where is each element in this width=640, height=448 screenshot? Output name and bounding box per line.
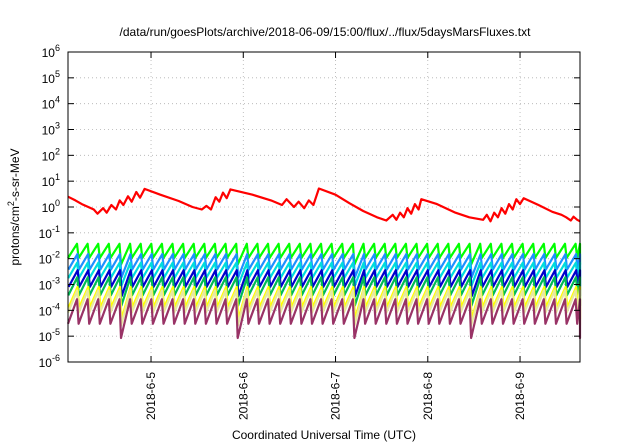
chart-title: /data/run/goesPlots/archive/2018-06-09/1… [120,25,532,39]
x-tick-label: 2018-6-9 [513,372,527,420]
y-tick-base: 10 [39,253,53,267]
y-tick-exp: -2 [52,250,60,260]
x-tick-label: 2018-6-8 [421,372,435,420]
y-label-sup: 2 [6,201,16,206]
y-tick-label: 10-6 [39,353,60,370]
series-line-0 [67,187,581,223]
y-tick-exp: 2 [55,146,60,156]
y-tick-exp: -4 [52,301,60,311]
y-tick-label: 10-5 [39,327,60,344]
y-tick-label: 10-3 [39,276,60,293]
x-axis: 2018-6-5 2018-6-6 2018-6-7 2018-6-8 2018-6-9 [144,52,527,420]
y-tick-exp: -3 [52,276,60,286]
x-tick-label: 2018-6-5 [144,372,158,420]
y-tick-label: 103 [42,121,60,138]
y-tick-base: 10 [39,356,53,370]
x-tick-label: 2018-6-7 [329,372,343,420]
y-axis-label: protons/cm2-s-sr-MeV [6,148,22,265]
y-tick-label: 10-1 [39,224,60,241]
y-tick-label: 100 [42,198,60,215]
y-tick-base: 10 [42,46,56,60]
y-tick-base: 10 [42,149,56,163]
y-tick-label: 101 [42,172,60,189]
y-tick-exp: 3 [55,121,60,131]
y-tick-exp: 4 [55,95,60,105]
y-tick-label: 10-2 [39,250,60,267]
y-tick-base: 10 [42,124,56,138]
y-axis: 10-610-510-410-310-210-11001011021031041… [39,43,580,370]
y-tick-base: 10 [39,279,53,293]
y-tick-base: 10 [42,201,56,215]
y-tick-base: 10 [42,72,56,86]
series-line-2 [67,253,582,279]
y-tick-exp: 5 [55,69,60,79]
y-tick-label: 105 [42,69,60,86]
y-tick-base: 10 [39,330,53,344]
y-tick-label: 102 [42,146,60,163]
data-series [66,187,582,340]
y-tick-base: 10 [39,304,53,318]
x-tick-label: 2018-6-6 [236,372,250,420]
y-tick-exp: -1 [52,224,60,234]
series-line-1 [67,242,582,266]
y-tick-label: 104 [42,95,60,112]
y-tick-exp: 0 [55,198,60,208]
x-axis-label: Coordinated Universal Time (UTC) [232,428,416,442]
y-tick-base: 10 [42,98,56,112]
y-tick-base: 10 [42,175,56,189]
series-line-8 [66,298,582,340]
y-tick-label: 106 [42,43,60,60]
y-tick-base: 10 [39,227,53,241]
y-tick-exp: -5 [52,327,60,337]
y-label-base: protons/cm [8,206,22,265]
y-tick-exp: 6 [55,43,60,53]
y-tick-label: 10-4 [39,301,60,318]
y-tick-exp: 1 [55,172,60,182]
y-tick-exp: -6 [52,353,60,363]
y-label-rest: -s-sr-MeV [8,148,22,201]
